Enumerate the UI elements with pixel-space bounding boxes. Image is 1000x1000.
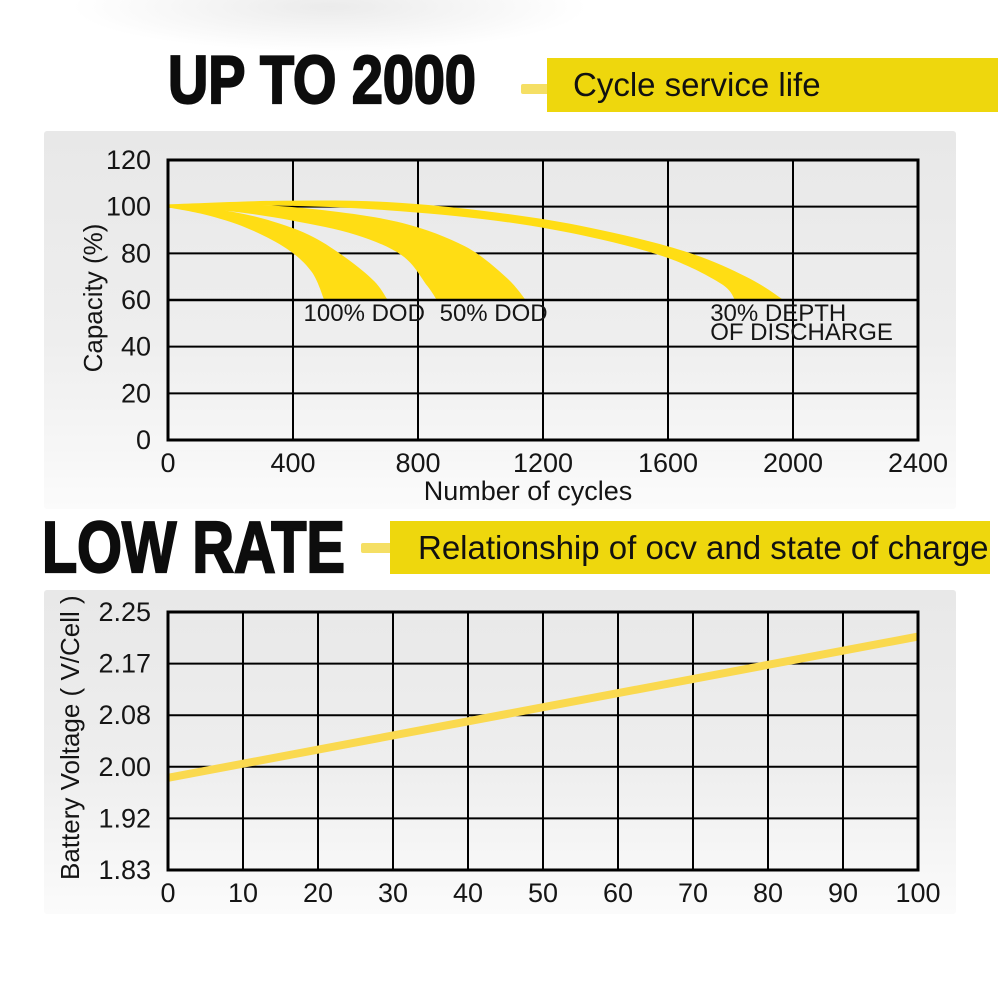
chart2-x-tick: 20	[303, 878, 333, 908]
dod-annotation: OF DISCHARGE	[710, 319, 893, 346]
ocv-chart-panel: 2.25 2.17 2.08 2.00 1.92 1.83 0 10 20 30 40 50 60 70 8…	[44, 590, 956, 914]
dod-annotation: 50% DOD	[440, 300, 548, 327]
section2-connector-dash	[361, 543, 411, 553]
section1-connector-dash	[521, 84, 565, 94]
chart1-frame	[166, 158, 920, 442]
chart2-x-tick: 90	[828, 878, 858, 908]
chart2-frame	[166, 610, 920, 872]
section1-banner-label: Cycle service life	[573, 66, 821, 103]
chart2-y-tick: 1.83	[98, 855, 151, 885]
chart1-x-tick: 800	[395, 448, 440, 478]
chart2-x-tick: 60	[603, 878, 633, 908]
chart1-y-axis-title: Capacity (%)	[78, 223, 108, 373]
chart1-y-tick: 40	[121, 332, 151, 362]
section1-banner: Cycle service life	[547, 58, 998, 112]
ocv-chart: 2.25 2.17 2.08 2.00 1.92 1.83 0 10 20 30 40 50 60 70 8…	[98, 597, 940, 908]
chart2-x-tick: 0	[160, 878, 175, 908]
chart1-x-tick: 2400	[888, 448, 948, 478]
chart1-x-tick: 0	[160, 448, 175, 478]
chart2-x-tick: 70	[678, 878, 708, 908]
cycle-life-chart-panel: 0 20 40 60 80 100 120 0 400 800 1200 1600 2000 2400 10…	[44, 131, 956, 509]
chart2-y-tick: 2.25	[98, 597, 151, 627]
chart1-y-tick: 20	[121, 378, 151, 408]
chart2-y-tick: 2.00	[98, 752, 151, 782]
ocv-line	[167, 632, 919, 782]
chart2-x-tick: 100	[895, 878, 940, 908]
capacity-band-50pct	[168, 204, 526, 300]
chart1-x-axis-title: Number of cycles	[423, 476, 633, 506]
section2-banner-label: Relationship of ocv and state of charge	[418, 528, 989, 566]
chart1-y-tick: 60	[121, 285, 151, 315]
chart1-y-tick: 100	[106, 192, 151, 222]
section1-title: UP TO 2000	[167, 42, 477, 118]
section2-banner: Relationship of ocv and state of charge	[390, 521, 990, 574]
chart2-y-tick: 2.17	[98, 649, 151, 679]
chart2-x-tick: 10	[228, 878, 258, 908]
chart1-x-tick: 1200	[513, 448, 573, 478]
chart2-y-axis-title: Battery Voltage ( V/Cell )	[55, 595, 85, 880]
section2-title: LOW RATE	[41, 508, 346, 588]
chart1-x-tick: 1600	[638, 448, 698, 478]
dod-annotation: 30% DEPTH	[710, 300, 846, 327]
chart1-x-tick: 2000	[763, 448, 823, 478]
chart2-x-tick: 50	[528, 878, 558, 908]
chart1-y-tick: 80	[121, 238, 151, 268]
dod-annotation: 100% DOD	[304, 300, 425, 327]
chart1-y-tick: 0	[136, 425, 151, 455]
chart1-x-tick: 400	[270, 448, 315, 478]
chart2-x-tick: 80	[753, 878, 783, 908]
chart2-y-tick: 2.08	[98, 700, 151, 730]
capacity-band-100pct	[168, 205, 388, 300]
chart2-y-tick: 1.92	[98, 803, 151, 833]
chart2-x-tick: 30	[378, 878, 408, 908]
chart1-y-tick: 120	[106, 145, 151, 175]
capacity-band-30pct	[168, 200, 784, 300]
chart2-x-tick: 40	[453, 878, 483, 908]
